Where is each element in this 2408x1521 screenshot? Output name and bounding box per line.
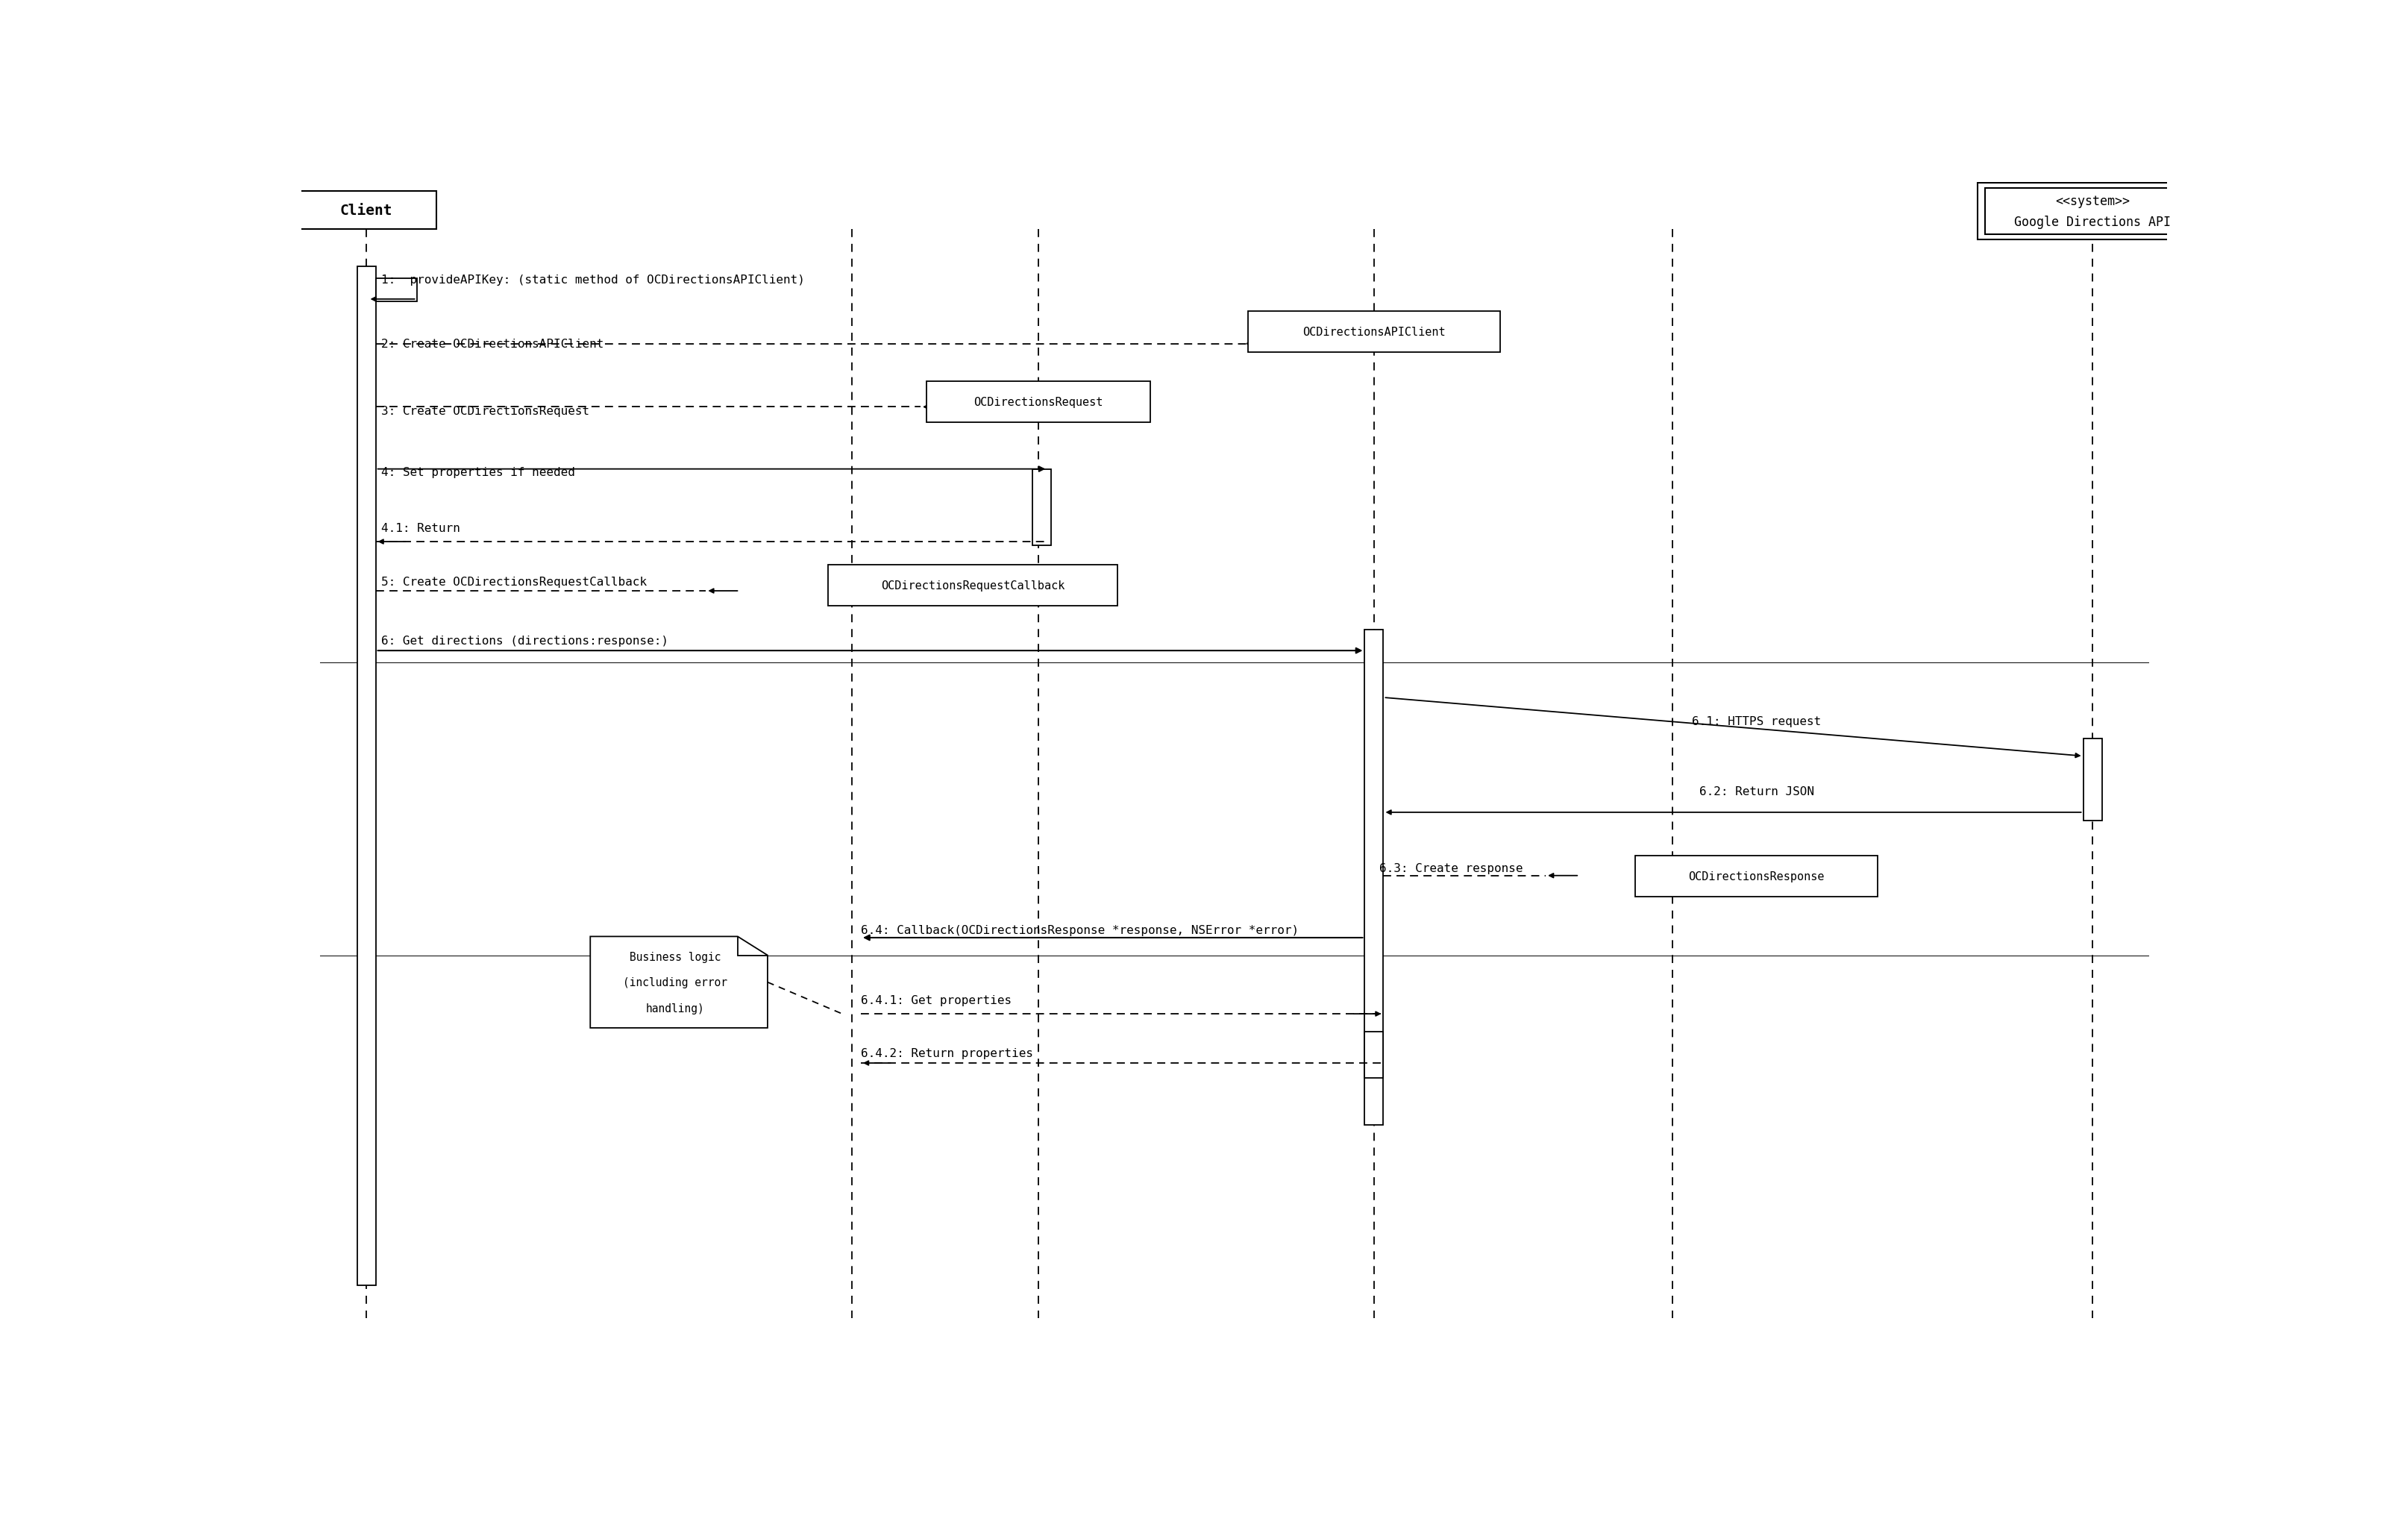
Text: 6.1: HTTPS request: 6.1: HTTPS request [1693, 716, 1820, 727]
FancyBboxPatch shape [927, 382, 1151, 423]
FancyBboxPatch shape [1247, 312, 1500, 353]
Text: <<system>>: <<system>> [2056, 195, 2129, 208]
Text: OCDirectionsAPIClient: OCDirectionsAPIClient [1303, 325, 1445, 338]
Text: (including error: (including error [624, 976, 727, 989]
Text: Business logic: Business logic [628, 951, 720, 963]
Text: OCDirectionsRequestCallback: OCDirectionsRequestCallback [881, 581, 1064, 592]
FancyBboxPatch shape [2083, 739, 2102, 821]
Text: Client: Client [340, 204, 393, 218]
FancyBboxPatch shape [828, 566, 1117, 607]
Text: 6.4: Callback(OCDirectionsResponse *response, NSError *error): 6.4: Callback(OCDirectionsResponse *resp… [862, 925, 1298, 935]
Text: 4.1: Return: 4.1: Return [380, 523, 460, 534]
Text: 2: Create OCDirectionsAPIClient: 2: Create OCDirectionsAPIClient [380, 339, 604, 350]
FancyBboxPatch shape [1977, 184, 2208, 240]
Text: Google Directions API: Google Directions API [2013, 216, 2172, 228]
Text: 4: Set properties if needed: 4: Set properties if needed [380, 467, 576, 478]
Text: 6.3: Create response: 6.3: Create response [1380, 862, 1524, 873]
Text: handling): handling) [645, 1002, 706, 1015]
Text: 6.2: Return JSON: 6.2: Return JSON [1700, 786, 1813, 797]
Text: OCDirectionsRequest: OCDirectionsRequest [973, 397, 1103, 408]
FancyBboxPatch shape [376, 278, 417, 303]
Text: 5: Create OCDirectionsRequestCallback: 5: Create OCDirectionsRequestCallback [380, 576, 648, 587]
FancyBboxPatch shape [356, 266, 376, 1285]
Polygon shape [590, 937, 768, 1028]
Text: 6.4.2: Return properties: 6.4.2: Return properties [862, 1048, 1033, 1059]
FancyBboxPatch shape [1984, 189, 2201, 236]
Text: 3: Create OCDirectionsRequest: 3: Create OCDirectionsRequest [380, 406, 590, 417]
FancyBboxPatch shape [1033, 470, 1052, 546]
Text: 6: Get directions (directions:response:): 6: Get directions (directions:response:) [380, 636, 669, 646]
Text: 1:  provideAPIKey: (static method of OCDirectionsAPIClient): 1: provideAPIKey: (static method of OCDi… [380, 274, 804, 286]
FancyBboxPatch shape [1365, 630, 1382, 1126]
FancyBboxPatch shape [1635, 856, 1878, 897]
FancyBboxPatch shape [296, 192, 436, 230]
Text: OCDirectionsResponse: OCDirectionsResponse [1688, 872, 1825, 882]
Text: 6.4.1: Get properties: 6.4.1: Get properties [862, 995, 1011, 1005]
FancyBboxPatch shape [1365, 1031, 1382, 1078]
